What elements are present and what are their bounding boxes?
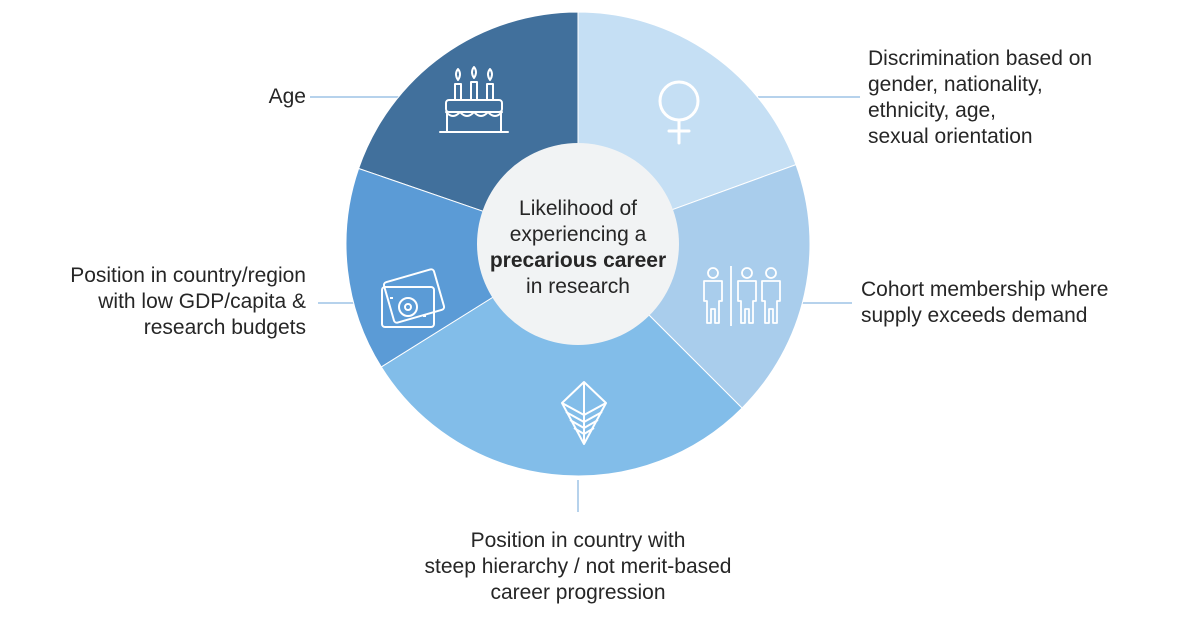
- label-age-line-1: Age: [268, 85, 306, 108]
- label-cohort-line-2: supply exceeds demand: [861, 304, 1088, 327]
- money-bills-icon: [381, 268, 446, 328]
- label-gdp-line-1: Position in country/region: [70, 264, 306, 287]
- label-discrimination: Discrimination based on gender, national…: [868, 46, 1092, 150]
- center-hub-text: Likelihood of experiencing a precarious …: [480, 196, 676, 300]
- hub-line-2: experiencing a: [509, 223, 647, 246]
- label-hierarchy: Position in country with steep hierarchy…: [378, 528, 778, 606]
- label-cohort-line-1: Cohort membership where: [861, 278, 1109, 301]
- label-discrimination-line-2: gender, nationality,: [868, 73, 1043, 96]
- label-gdp-line-2: with low GDP/capita &: [98, 290, 306, 313]
- label-discrimination-line-3: ethnicity, age,: [868, 99, 997, 122]
- hub-line-4: in research: [526, 275, 630, 298]
- label-gdp: Position in country/region with low GDP/…: [20, 263, 306, 341]
- female-symbol-icon: [658, 80, 700, 145]
- label-discrimination-line-4: sexual orientation: [868, 125, 1033, 148]
- label-discrimination-line-1: Discrimination based on: [868, 47, 1093, 70]
- birthday-cake-icon: [439, 66, 509, 133]
- label-hierarchy-line-3: career progression: [490, 581, 666, 604]
- label-cohort: Cohort membership where supply exceeds d…: [861, 277, 1108, 329]
- label-hierarchy-line-2: steep hierarchy / not merit-based: [424, 555, 732, 578]
- pyramid-icon: [561, 381, 607, 445]
- center-hub: [477, 143, 679, 345]
- label-hierarchy-line-1: Position in country with: [470, 529, 686, 552]
- label-gdp-line-3: research budgets: [143, 316, 306, 339]
- label-age: Age: [220, 84, 306, 110]
- hub-line-1: Likelihood of: [519, 197, 637, 220]
- hub-line-3: precarious career: [489, 249, 667, 272]
- people-group-icon: [703, 266, 781, 326]
